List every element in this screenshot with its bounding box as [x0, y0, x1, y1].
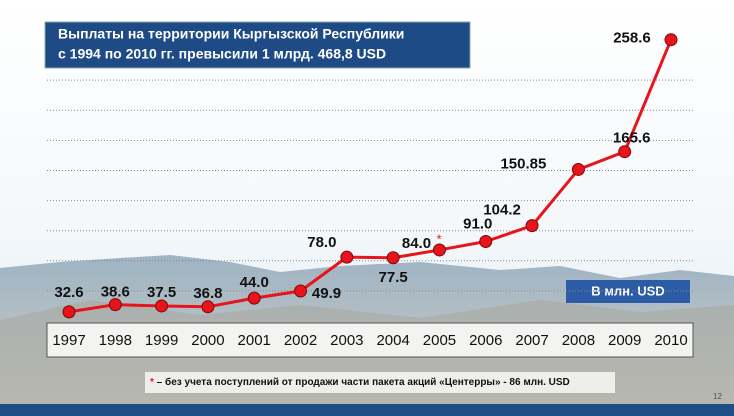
point: [664, 33, 678, 47]
point: [294, 284, 308, 298]
point: [155, 299, 169, 313]
value-label: 77.5: [379, 269, 408, 286]
point: [479, 235, 493, 249]
point: [108, 298, 122, 312]
value-label: 44.0: [240, 274, 269, 291]
line: [68, 39, 673, 314]
title-box: [44, 21, 471, 69]
point: [525, 219, 539, 233]
value-label: 78.0: [307, 234, 336, 251]
x-tick-label: 2002: [284, 332, 317, 349]
value-label: 258.6: [613, 30, 651, 47]
footnote-text: – без учета поступлений от продажи части…: [154, 376, 570, 388]
footer-bar: [0, 404, 734, 416]
point: [247, 291, 261, 305]
point: [618, 145, 632, 159]
point: [201, 300, 215, 314]
point: [432, 243, 446, 257]
chart-title: Выплаты на территории Кыргызской Республ…: [58, 26, 404, 42]
footnote-marker: *: [150, 377, 154, 388]
value-label: 104.2: [483, 202, 521, 219]
x-tick-label: 2010: [654, 332, 687, 349]
unit-box: [566, 280, 690, 303]
page-number: 12: [713, 392, 722, 401]
x-tick-label: 2008: [562, 332, 595, 349]
chart-title: с 1994 по 2010 гг. превысили 1 млрд. 468…: [58, 46, 386, 62]
annotation-marker: *: [436, 231, 441, 246]
value-label: 38.6: [101, 284, 130, 301]
footnote-box: [145, 372, 615, 393]
unit-label: В млн. USD: [591, 283, 664, 298]
point: [386, 251, 400, 265]
x-tick-label: 2009: [608, 332, 641, 349]
point: [62, 305, 76, 319]
x-tick-label: 1999: [145, 332, 178, 349]
point: [340, 250, 354, 264]
x-axis-box: [46, 322, 694, 358]
value-label: 91.0: [463, 215, 492, 232]
footnote: * – без учета поступлений от продажи час…: [150, 376, 570, 388]
x-tick-label: 2007: [515, 332, 548, 349]
x-tick-label: 2006: [469, 332, 502, 349]
value-label: 150.85: [500, 155, 546, 172]
value-label: 32.6: [54, 284, 83, 301]
x-tick-label: 2001: [238, 332, 271, 349]
x-tick-label: 1997: [52, 332, 85, 349]
value-label: 37.5: [147, 284, 176, 301]
x-tick-label: 2004: [376, 332, 409, 349]
point: [571, 162, 585, 176]
value-label: 84.0: [402, 235, 431, 252]
value-label: 36.8: [193, 285, 222, 302]
x-tick-label: 2000: [191, 332, 224, 349]
x-tick-label: 2005: [423, 332, 456, 349]
value-label: 165.6: [613, 130, 651, 147]
plot: 1997 1998 1999 2000 2001 2002 2003 2004 2005 2006…: [47, 30, 693, 349]
value-label: 49.9: [312, 285, 341, 302]
x-tick-label: 1998: [99, 332, 132, 349]
x-tick-label: 2003: [330, 332, 363, 349]
